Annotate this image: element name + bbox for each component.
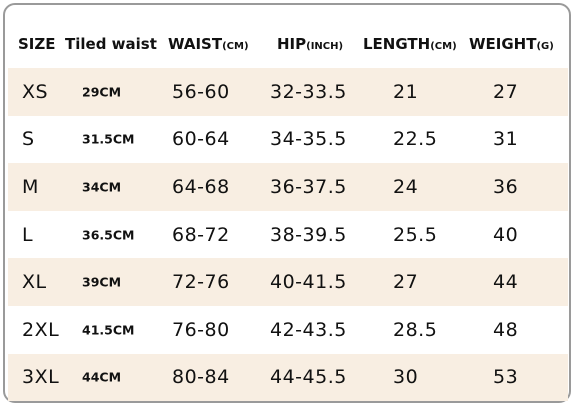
table-cell: 32-33.5	[270, 80, 347, 103]
table-cell: 3XL	[22, 366, 60, 389]
header-cell: Tiled waist	[65, 35, 157, 53]
table-cell: 68-72	[172, 223, 230, 246]
table-cell: 76-80	[172, 318, 230, 341]
table-cell: 48	[493, 318, 519, 341]
header-label: SIZE	[18, 35, 56, 53]
table-cell: 34CM	[82, 179, 122, 195]
table-cell: 36	[493, 176, 519, 198]
table-cell: 39CM	[82, 274, 122, 290]
row-band	[8, 163, 568, 211]
table-cell: XS	[22, 80, 49, 103]
table-cell: 22.5	[393, 128, 438, 151]
header-cell: SIZE	[18, 35, 56, 53]
row-band	[8, 353, 568, 402]
table-cell: 21	[393, 80, 419, 103]
header-unit: (CM)	[222, 41, 249, 52]
table-cell: M	[22, 176, 39, 198]
header-label: WEIGHT	[469, 35, 537, 53]
header-unit: (INCH)	[306, 41, 344, 52]
table-cell: 64-68	[172, 176, 230, 198]
table-cell: 40-41.5	[270, 271, 347, 294]
table-cell: 53	[493, 366, 519, 389]
table-cell: 44	[493, 271, 519, 294]
header-label: HIP	[277, 35, 307, 53]
table-cell: XL	[22, 271, 47, 294]
row-band	[8, 258, 568, 306]
table-cell: 36-37.5	[270, 176, 347, 198]
table-cell: 60-64	[172, 128, 230, 151]
table-frame	[3, 3, 571, 403]
table-cell: 25.5	[393, 223, 438, 246]
row-band	[8, 68, 568, 116]
table-cell: 80-84	[172, 366, 230, 389]
table-cell: 2XL	[22, 318, 60, 341]
table-cell: 30	[393, 366, 419, 389]
table-cell: 31.5CM	[82, 131, 135, 147]
header-cell: HIP(INCH)	[277, 35, 343, 53]
table-cell: 56-60	[172, 80, 230, 103]
table-cell: 38-39.5	[270, 223, 347, 246]
table-cell: 44-45.5	[270, 366, 347, 389]
header-label: LENGTH	[363, 35, 431, 53]
header-label: Tiled waist	[65, 35, 157, 53]
header-cell: WAIST(CM)	[168, 35, 249, 53]
table-cell: 42-43.5	[270, 318, 347, 341]
table-cell: 24	[393, 176, 419, 198]
table-cell: 29CM	[82, 84, 122, 100]
table-cell: 44CM	[82, 369, 122, 385]
table-cell: 27	[493, 80, 519, 103]
table-cell: L	[22, 223, 34, 246]
header-cell: WEIGHT(G)	[469, 35, 554, 53]
table-cell: 34-35.5	[270, 128, 347, 151]
table-cell: 41.5CM	[82, 322, 135, 338]
table-cell: 27	[393, 271, 419, 294]
header-unit: (CM)	[430, 41, 457, 52]
table-cell: 36.5CM	[82, 227, 135, 243]
header-cell: LENGTH(CM)	[363, 35, 457, 53]
table-cell: 72-76	[172, 271, 230, 294]
table-cell: 40	[493, 223, 519, 246]
table-cell: 28.5	[393, 318, 438, 341]
table-cell: S	[22, 128, 35, 151]
header-unit: (G)	[536, 41, 554, 52]
header-label: WAIST	[168, 35, 223, 53]
table-cell: 31	[493, 128, 519, 151]
